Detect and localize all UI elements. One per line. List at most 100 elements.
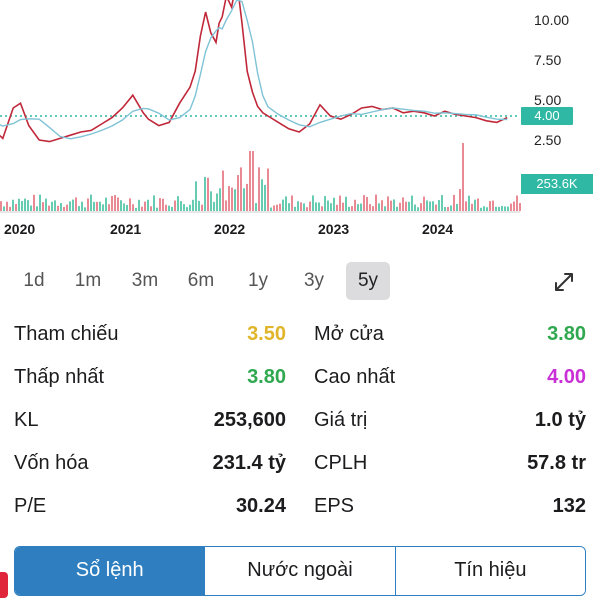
volume-bar [372, 206, 374, 211]
volume-bar [414, 204, 416, 211]
stat-value-shares: 57.8 tr [527, 452, 586, 474]
volume-bar [504, 206, 506, 211]
current-volume-badge: 253.6K [521, 174, 593, 194]
tab-foreign[interactable]: Nước ngoài [204, 547, 395, 595]
volume-bar [93, 201, 95, 211]
volume-bar [63, 206, 65, 211]
volume-bar [156, 207, 158, 211]
y-tick-label: 2.50 [534, 132, 562, 148]
y-tick-label: 10.00 [534, 12, 570, 28]
volume-bar [234, 189, 236, 211]
range-3m-button[interactable]: 3m [131, 270, 159, 291]
volume-bar [51, 201, 53, 211]
range-1d-button[interactable]: 1d [23, 270, 45, 291]
moving-average-line [0, 0, 508, 140]
expand-icon[interactable] [552, 270, 576, 294]
volume-bar [399, 202, 401, 211]
volume-bar [162, 198, 164, 211]
volume-bar [126, 204, 128, 211]
volume-bar [165, 204, 167, 211]
tab-order-book[interactable]: Sổ lệnh [15, 547, 205, 595]
volume-bar [48, 205, 50, 211]
price-chart[interactable]: 10.00 7.50 5.00 2.50 4.00 253.6K 2020 20… [0, 0, 600, 246]
volume-bar [324, 196, 326, 211]
volume-bar [345, 196, 347, 211]
volume-bar [282, 199, 284, 211]
volume-bar [468, 195, 470, 211]
range-3y-button[interactable]: 3y [303, 270, 325, 291]
range-1m-button[interactable]: 1m [74, 270, 102, 291]
volume-bar [210, 191, 212, 211]
volume-bar [438, 200, 440, 211]
x-tick-label: 2023 [318, 221, 350, 237]
range-6m-button[interactable]: 6m [187, 270, 215, 291]
volume-bar [114, 195, 116, 211]
volume-bar [150, 206, 152, 211]
stat-value-reference: 3.50 [247, 323, 286, 345]
volume-bar [444, 206, 446, 211]
stats-row: Tham chiếu 3.50 Mở cửa 3.80 [0, 314, 600, 354]
volume-bar [189, 204, 191, 211]
volume-bar [417, 207, 419, 211]
volume-bar [225, 200, 227, 211]
x-tick-label: 2020 [4, 221, 36, 237]
volume-bar [447, 206, 449, 211]
volume-bar [87, 198, 89, 211]
stat-label-low: Thấp nhất [14, 366, 105, 388]
volume-bar [486, 207, 488, 211]
volume-bar [204, 176, 206, 211]
volume-bar [294, 206, 296, 211]
volume-bar [219, 188, 221, 211]
volume-bar [30, 205, 32, 211]
x-tick-label: 2022 [214, 221, 246, 237]
range-1y-button[interactable]: 1y [247, 270, 269, 291]
volume-bar [84, 207, 86, 211]
current-price-badge: 4.00 [521, 107, 573, 125]
volume-bar [279, 203, 281, 211]
volume-bar [90, 194, 92, 211]
volume-bar [363, 195, 365, 211]
volume-bar [318, 202, 320, 211]
volume-bar [27, 200, 29, 211]
tab-signals[interactable]: Tín hiệu [394, 547, 585, 595]
volume-bar [360, 203, 362, 211]
volume-bar [264, 184, 266, 211]
volume-bar [33, 194, 35, 211]
volume-bar [333, 197, 335, 211]
x-tick-label: 2021 [110, 221, 142, 237]
stat-value-pe: 30.24 [235, 495, 286, 517]
y-tick-label: 7.50 [534, 52, 562, 68]
volume-bar [105, 197, 107, 211]
volume-bar [288, 203, 290, 211]
volume-bar [192, 199, 194, 211]
volume-bar [402, 197, 404, 211]
volume-bar [240, 167, 242, 211]
volume-bar [483, 206, 485, 211]
stat-value-market-cap: 231.4 tỷ [212, 452, 286, 474]
volume-bar [384, 206, 386, 211]
volume-bar [180, 201, 182, 211]
range-5y-button[interactable]: 5y [346, 262, 390, 300]
volume-bar [306, 207, 308, 211]
volume-bar [198, 200, 200, 211]
floating-marker[interactable] [0, 572, 8, 598]
volume-bar [66, 204, 68, 211]
stat-label-open: Mở cửa [314, 323, 384, 345]
volume-bar [108, 204, 110, 211]
volume-bar [375, 194, 377, 211]
volume-bar [228, 186, 230, 211]
volume-bar [174, 200, 176, 211]
volume-bar [201, 204, 203, 211]
volume-bar [273, 205, 275, 211]
volume-bar [369, 204, 371, 211]
volume-bar [111, 195, 113, 211]
volume-bar [15, 204, 17, 211]
volume-bar [45, 198, 47, 211]
volume-bar [456, 203, 458, 211]
volume-bar [276, 204, 278, 211]
volume-bar [270, 207, 272, 211]
volume-bar [42, 202, 44, 211]
volume-bar [129, 198, 131, 211]
volume-bar [312, 195, 314, 211]
volume-bar [54, 200, 56, 211]
